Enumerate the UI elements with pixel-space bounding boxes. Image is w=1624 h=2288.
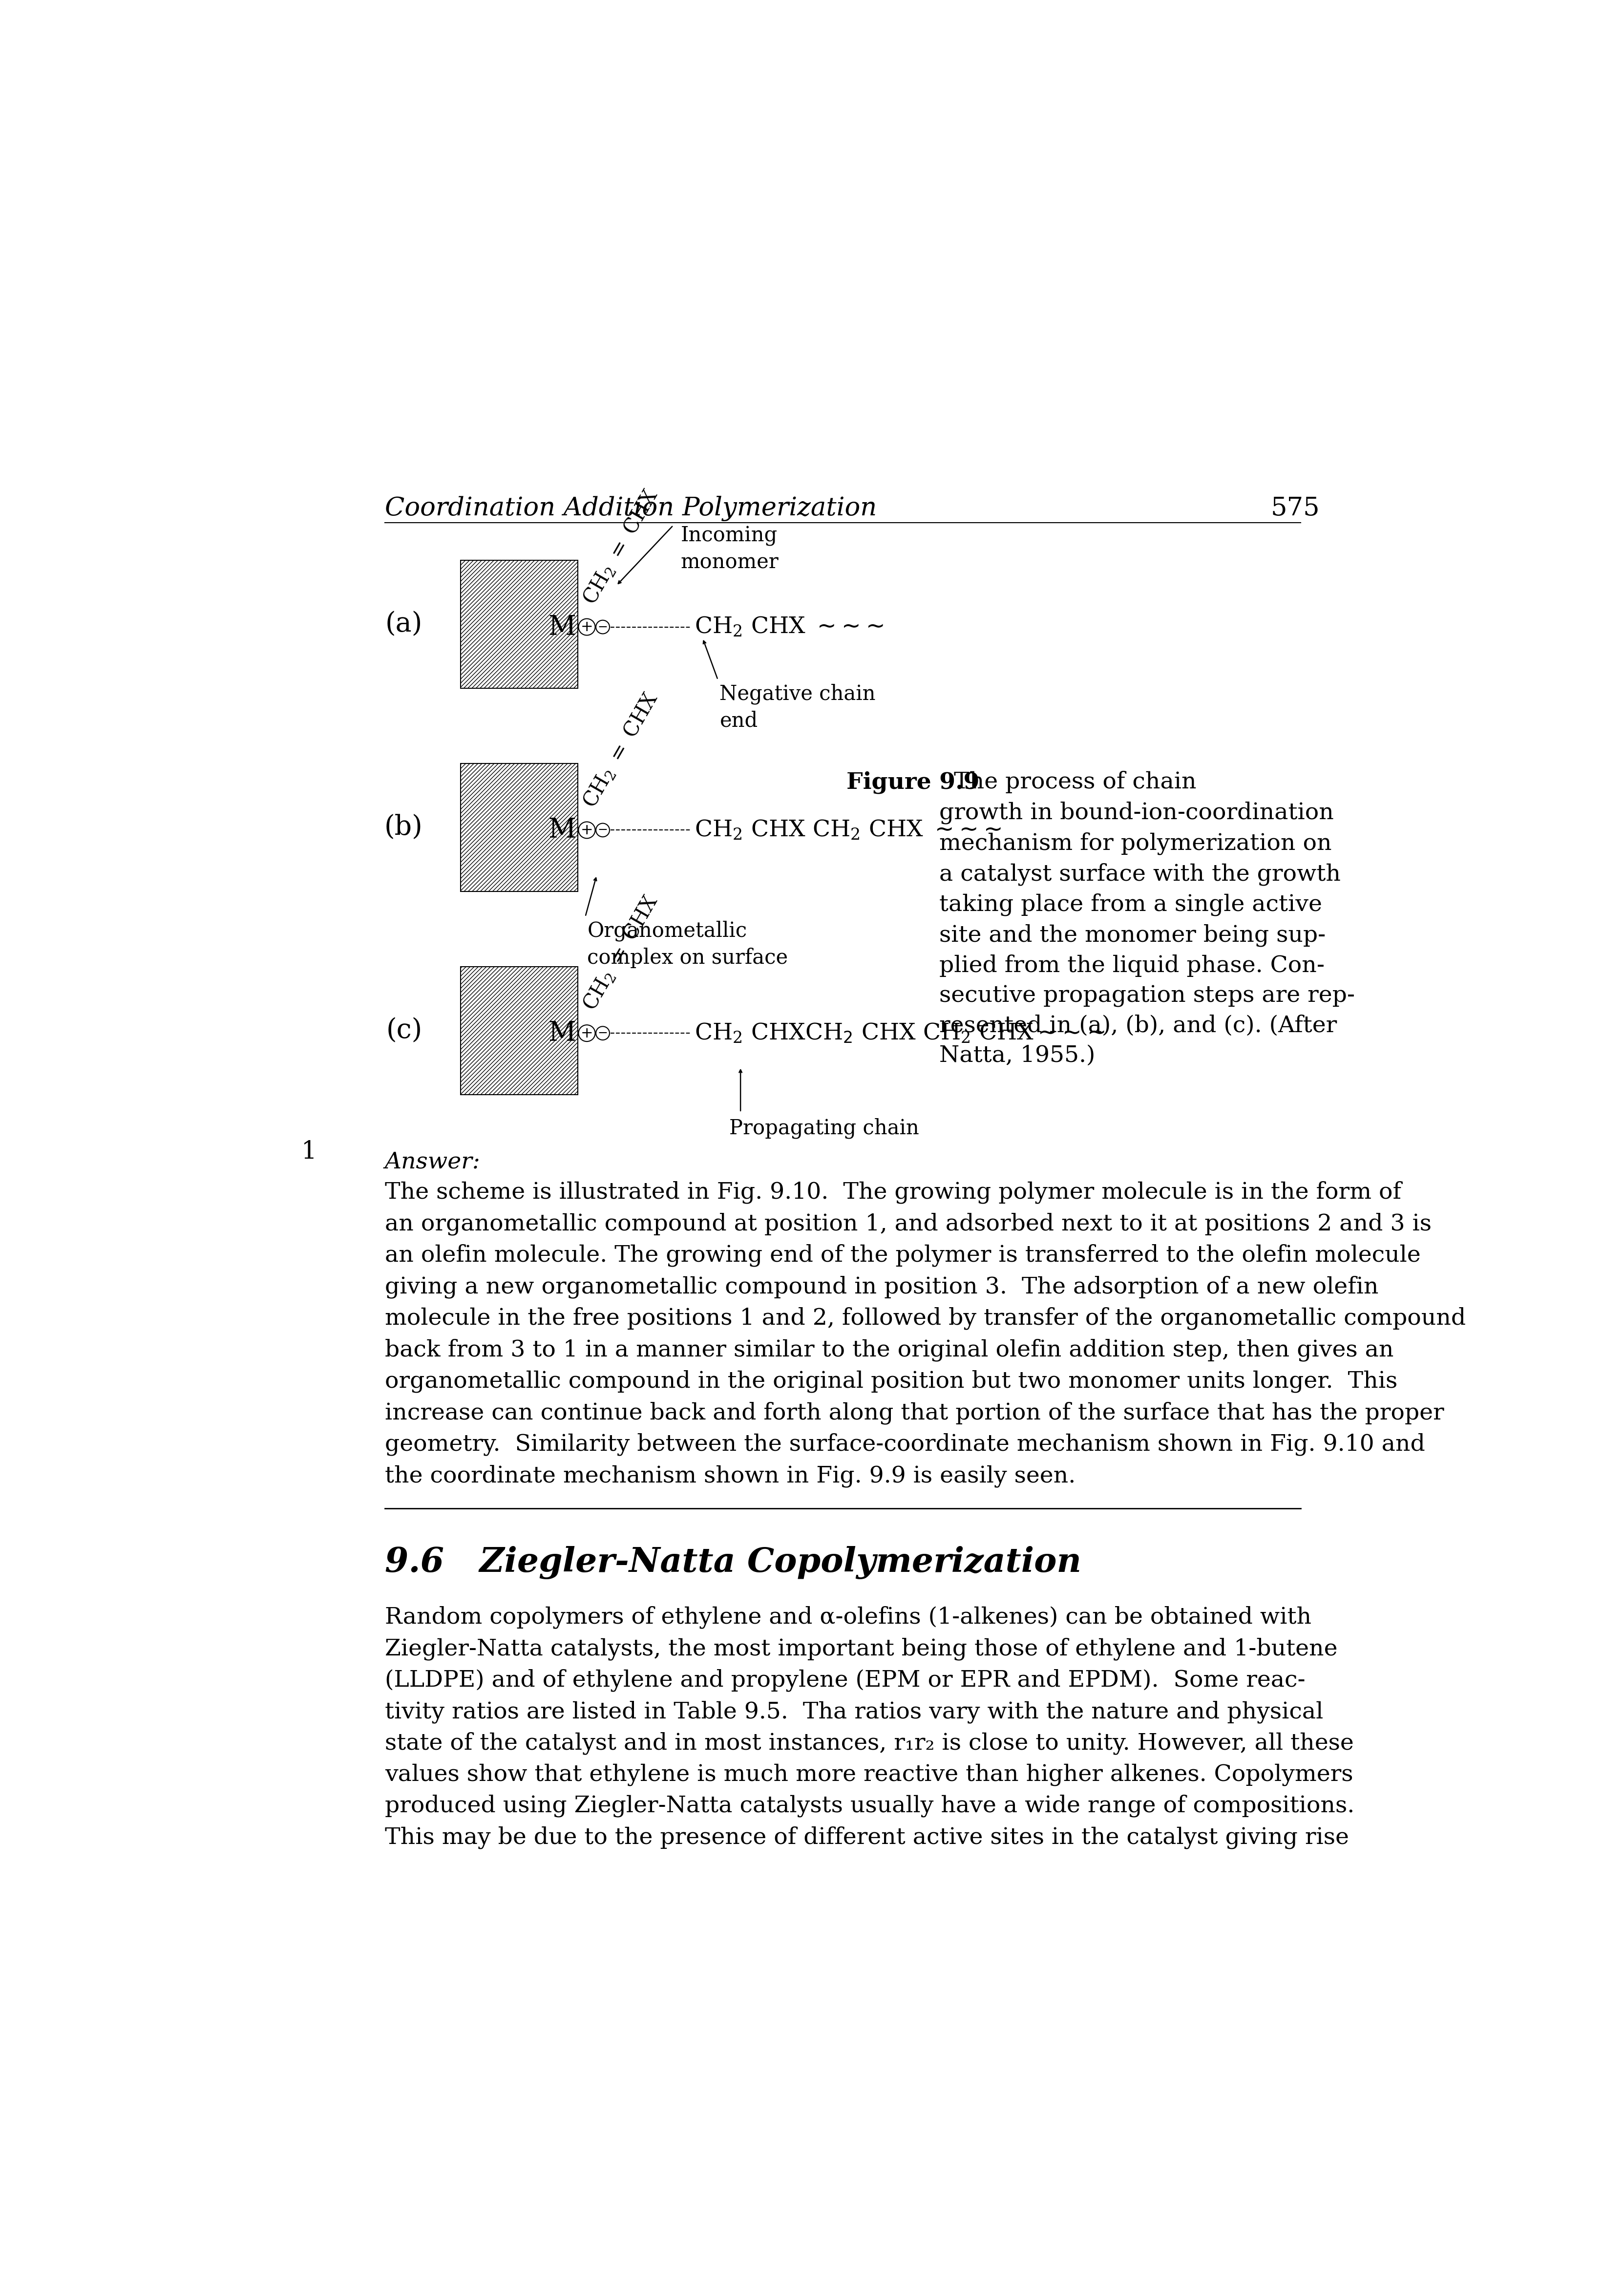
Text: −: − (598, 620, 607, 634)
Text: $\mathregular{CH_2}$ CHX $\mathregular{CH_2}$ CHX $\sim\!\sim\!\sim$: $\mathregular{CH_2}$ CHX $\mathregular{C… (695, 819, 1002, 842)
Text: +: + (580, 1025, 593, 1041)
Text: M: M (547, 1020, 577, 1046)
Text: (a): (a) (385, 611, 422, 638)
Text: $\mathregular{CH_2}$ $=$ CHX: $\mathregular{CH_2}$ $=$ CHX (580, 892, 663, 1014)
Text: Incoming
monomer: Incoming monomer (680, 526, 780, 572)
Bar (460, 764, 578, 892)
Bar (460, 561, 578, 689)
Text: +: + (580, 620, 593, 634)
Text: Coordination Addition Polymerization: Coordination Addition Polymerization (385, 496, 877, 522)
Text: 9.6   Ziegler-Natta Copolymerization: 9.6 Ziegler-Natta Copolymerization (385, 1547, 1082, 1579)
Text: The process of chain
growth in bound-ion-coordination
mechanism for polymerizati: The process of chain growth in bound-ion… (939, 771, 1354, 1066)
Text: Random copolymers of ethylene and α-olefins (1-alkenes) can be obtained with
Zie: Random copolymers of ethylene and α-olef… (385, 1606, 1354, 1849)
Text: M: M (547, 613, 577, 641)
Text: Organometallic
complex on surface: Organometallic complex on surface (588, 920, 788, 968)
Text: $\mathregular{CH_2}$ CHXCH$_2$ CHX $\mathregular{CH_2}$ CHX$\sim\!\sim\!\sim$: $\mathregular{CH_2}$ CHXCH$_2$ CHX $\mat… (695, 1023, 1104, 1046)
Text: −: − (598, 1027, 607, 1039)
Text: Negative chain
end: Negative chain end (719, 684, 875, 732)
Text: 575: 575 (1270, 496, 1320, 522)
Bar (460, 966, 578, 1094)
Text: +: + (580, 824, 593, 837)
Text: $\mathregular{CH_2}$ $=$ CHX: $\mathregular{CH_2}$ $=$ CHX (580, 689, 663, 812)
Text: Figure 9.9: Figure 9.9 (846, 771, 979, 794)
Text: $\mathregular{CH_2}$ CHX $\sim\!\sim\!\sim$: $\mathregular{CH_2}$ CHX $\sim\!\sim\!\s… (695, 615, 883, 638)
Text: Answer:: Answer: (385, 1151, 481, 1174)
Text: (c): (c) (387, 1018, 422, 1043)
Text: Propagating chain: Propagating chain (729, 1119, 919, 1139)
Text: (b): (b) (385, 815, 422, 840)
Text: −: − (598, 824, 607, 835)
Text: The scheme is illustrated in Fig. 9.10.  The growing polymer molecule is in the : The scheme is illustrated in Fig. 9.10. … (385, 1181, 1465, 1487)
Text: $\mathregular{CH_2}$ $=$ CHX: $\mathregular{CH_2}$ $=$ CHX (580, 485, 663, 609)
Text: M: M (547, 817, 577, 844)
Text: 1: 1 (302, 1139, 317, 1165)
